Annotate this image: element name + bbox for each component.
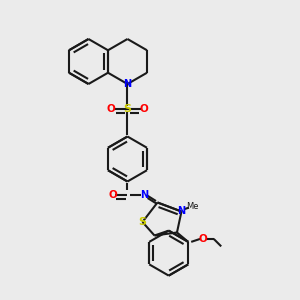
Text: S: S xyxy=(139,217,146,227)
Text: N: N xyxy=(140,190,148,200)
Text: N: N xyxy=(177,206,185,217)
Text: O: O xyxy=(199,234,208,244)
Text: N: N xyxy=(123,79,131,89)
Text: O: O xyxy=(108,190,117,200)
Text: Me: Me xyxy=(187,202,199,211)
Text: O: O xyxy=(140,104,148,115)
Text: O: O xyxy=(106,104,115,115)
Text: S: S xyxy=(124,104,131,115)
